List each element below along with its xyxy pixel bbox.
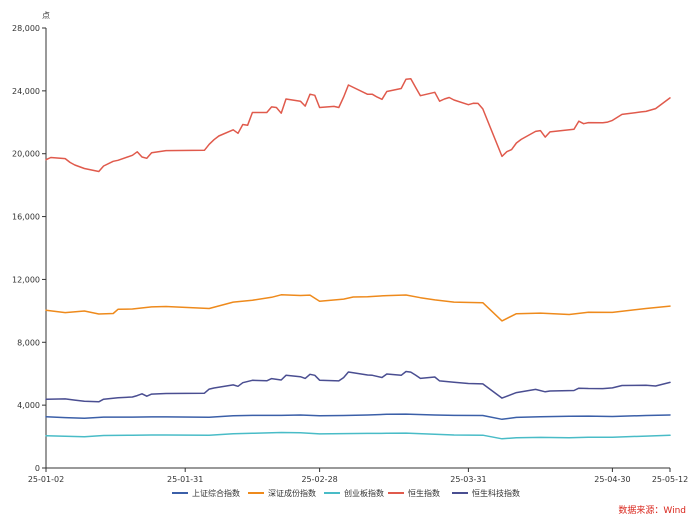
x-tick-label: 25-01-02 <box>28 475 64 484</box>
y-tick-label: 0 <box>35 464 40 473</box>
x-tick-label: 25-03-31 <box>450 475 486 484</box>
y-tick-label: 4,000 <box>17 401 40 410</box>
y-axis-unit-label: 点 <box>42 11 50 20</box>
y-tick-label: 8,000 <box>17 338 40 347</box>
legend: 上证综合指数 深证成份指数 创业板指数 恒生指数 恒生科技指数 <box>172 488 520 498</box>
series-line-2 <box>45 294 671 322</box>
x-tick-label: 25-01-31 <box>167 475 203 484</box>
series-line-4 <box>45 78 671 173</box>
y-tick-label: 12,000 <box>12 275 40 284</box>
series-line-3 <box>45 431 671 440</box>
x-tick-label: 25-04-30 <box>594 475 630 484</box>
y-tick-label: 24,000 <box>12 87 40 96</box>
legend-label-3: 创业板指数 <box>344 488 384 498</box>
axes: 0 4,000 8,000 12,000 16,000 20,000 24,000 28,00… <box>12 24 688 484</box>
x-tick-label: 25-02-28 <box>301 475 337 484</box>
series-line-1 <box>45 413 671 421</box>
series-line-5 <box>45 370 671 403</box>
y-tick-label: 16,000 <box>12 213 40 222</box>
series-layer <box>45 78 671 440</box>
x-tick-label: 25-05-12 <box>652 475 688 484</box>
y-tick-label: 28,000 <box>12 24 40 33</box>
y-tick-label: 20,000 <box>12 150 40 159</box>
data-source-note: 数据来源：Wind <box>618 504 686 516</box>
legend-label-1: 上证综合指数 <box>192 488 240 498</box>
legend-label-5: 恒生科技指数 <box>472 488 520 498</box>
legend-label-4: 恒生指数 <box>408 488 440 498</box>
legend-label-2: 深证成份指数 <box>268 488 316 498</box>
